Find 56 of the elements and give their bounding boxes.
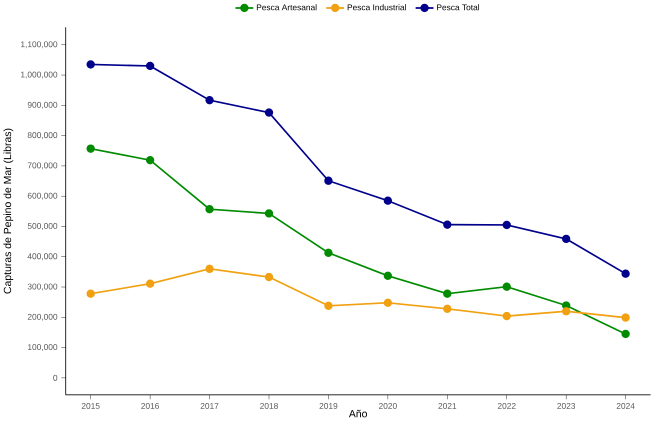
x-tick-label: 2018	[260, 403, 278, 409]
point	[621, 270, 630, 278]
point	[502, 312, 511, 320]
x-tick-label: 2024	[616, 403, 635, 409]
point	[264, 272, 274, 282]
point	[502, 220, 511, 230]
y-tick-label: 500,000	[28, 223, 58, 230]
point	[264, 209, 274, 218]
legend-label: Pesca Total	[437, 4, 480, 10]
point	[146, 280, 154, 288]
x-tick-label: 2019	[320, 403, 338, 409]
point	[562, 234, 570, 244]
y-axis-title: Capturas de Pepino de Mar (Libras)	[3, 128, 14, 294]
point	[621, 314, 630, 322]
point	[502, 282, 511, 291]
point	[146, 156, 154, 164]
y-tick-label: 200,000	[28, 314, 58, 321]
y-tick-label: 100,000	[28, 344, 58, 352]
y-tick-label: 1,000,000	[21, 72, 58, 79]
point	[562, 307, 570, 316]
point	[205, 205, 214, 214]
y-tick-label: 900,000	[28, 102, 58, 109]
point	[324, 248, 333, 258]
y-tick-label: 800,000	[28, 132, 58, 140]
point	[86, 144, 95, 153]
point	[86, 60, 95, 69]
point	[443, 290, 452, 298]
point	[384, 272, 392, 280]
point	[443, 220, 452, 229]
point	[384, 196, 392, 205]
x-tick-label: 2023	[557, 403, 576, 409]
x-tick-label: 2021	[438, 403, 456, 409]
y-tick-label: 600,000	[28, 192, 58, 200]
point	[443, 304, 452, 314]
point	[146, 62, 154, 70]
point	[205, 96, 214, 104]
point	[264, 108, 274, 117]
point	[205, 264, 214, 274]
y-tick-label: 0	[53, 374, 58, 381]
point	[384, 298, 392, 308]
x-tick-label: 2016	[141, 403, 160, 409]
point	[621, 330, 630, 338]
y-tick-label: 1,100,000	[21, 41, 58, 48]
point	[86, 290, 95, 298]
x-tick-label: 2015	[82, 403, 100, 409]
y-tick-label: 400,000	[28, 253, 58, 260]
x-tick-label: 2017	[200, 403, 218, 409]
legend-label: Pesca Artesanal	[256, 4, 316, 10]
x-tick-label: 2022	[498, 403, 516, 409]
point	[324, 302, 333, 310]
x-tick-label: 2020	[378, 403, 397, 409]
x-axis-title: Año	[348, 410, 367, 418]
y-tick-label: 700,000	[28, 162, 58, 170]
point	[324, 176, 333, 185]
y-tick-label: 300,000	[28, 284, 58, 291]
legend-label: Pesca Industrial	[348, 4, 406, 10]
